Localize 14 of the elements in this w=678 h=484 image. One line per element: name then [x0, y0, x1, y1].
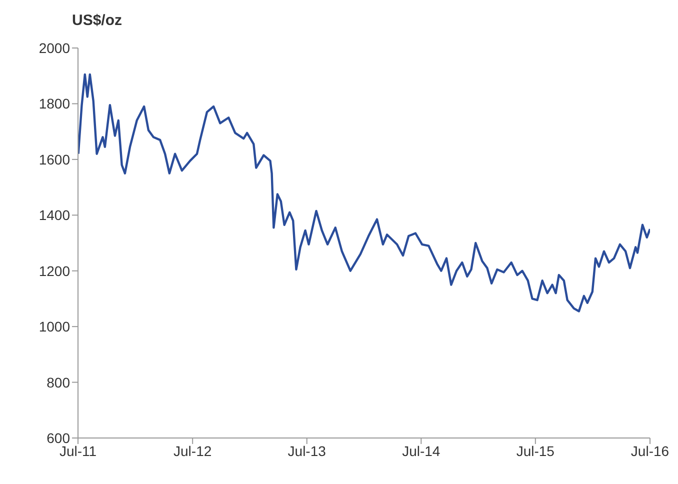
y-tick-label: 1800: [38, 96, 70, 112]
x-tick-label: Jul-13: [288, 442, 326, 459]
y-tick-label: 1200: [38, 262, 70, 279]
line-series: [78, 73, 650, 312]
y-tick-label: 2000: [38, 40, 70, 56]
x-tick-label: Jul-14: [402, 442, 440, 459]
y-axis-title: US$/oz: [72, 12, 122, 29]
x-tick-label: Jul-16: [630, 442, 670, 459]
x-tick-label: Jul-12: [174, 442, 212, 459]
y-tick-label: 1600: [38, 151, 70, 168]
y-tick-label: 1000: [38, 318, 70, 335]
y-tick-label: 800: [46, 374, 70, 390]
y-tick-label: 1400: [38, 207, 70, 224]
x-tick-label: Jul-15: [516, 442, 555, 459]
